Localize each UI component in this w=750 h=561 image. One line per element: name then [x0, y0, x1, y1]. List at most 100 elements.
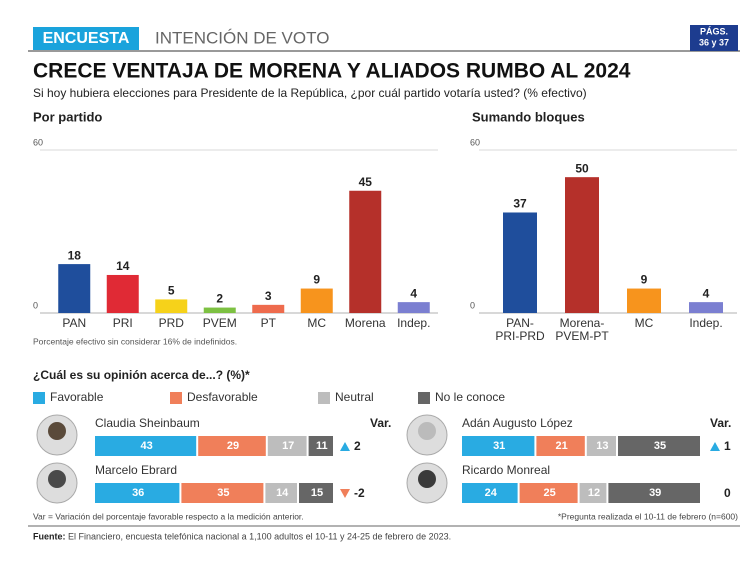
value-label: 17 — [282, 440, 294, 452]
pages-label: PÁGS. — [700, 26, 728, 36]
value-label: 50 — [575, 161, 589, 175]
bar-segment — [198, 436, 266, 456]
bar-segment — [308, 436, 333, 456]
x-tick-label: PAN — [62, 316, 87, 330]
var-value: 1 — [724, 439, 731, 453]
bar-segment — [462, 436, 535, 456]
var-icon — [710, 442, 720, 451]
section: INTENCIÓN DE VOTO — [155, 28, 329, 47]
bar-segment — [586, 436, 616, 456]
var-value: -2 — [354, 486, 365, 500]
value-label: 35 — [654, 440, 666, 452]
value-label: 37 — [513, 197, 527, 211]
bar — [155, 299, 188, 313]
bar-segment — [462, 483, 518, 503]
chart-title: Sumando bloques — [472, 109, 585, 124]
value-label: 12 — [588, 487, 600, 499]
person-name: Claudia Sheinbaum — [95, 416, 200, 430]
x-tick-label: PAN- PRI-PRD — [495, 316, 545, 343]
bar-segment — [95, 436, 197, 456]
value-label: 9 — [641, 273, 648, 287]
bar-segment — [267, 436, 307, 456]
bar — [203, 307, 236, 313]
bar — [349, 190, 382, 313]
bar-segment — [618, 436, 700, 456]
value-label: 4 — [703, 286, 710, 300]
var-title: Var. — [370, 416, 391, 430]
value-label: 18 — [68, 248, 82, 262]
var-icon — [340, 489, 350, 498]
value-label: 43 — [140, 440, 152, 452]
bar-segment — [265, 483, 297, 503]
bar — [627, 288, 661, 313]
var-icon — [340, 442, 350, 451]
source: El Financiero, encuesta telefónica nacio… — [68, 531, 451, 541]
legend-swatch — [318, 392, 330, 404]
value-label: 24 — [485, 487, 498, 499]
legend-label: Favorable — [50, 390, 104, 404]
title: CRECE VENTAJA DE MORENA Y ALIADOS RUMBO … — [33, 60, 631, 83]
value-label: 4 — [410, 286, 417, 300]
value-label: 14 — [276, 487, 289, 499]
bar-segment — [519, 483, 578, 503]
bar-segment — [608, 483, 700, 503]
value-label: 15 — [311, 487, 323, 499]
x-tick-label: Indep. — [689, 316, 723, 330]
chart-title: ¿Cuál es su opinión acerca de...? (%)* — [33, 368, 250, 382]
person-name: Ricardo Monreal — [462, 463, 550, 477]
legend-swatch — [33, 392, 45, 404]
chart-title: Por partido — [33, 109, 102, 124]
person-name: Adán Augusto López — [462, 416, 573, 430]
x-tick-label: Morena — [344, 316, 386, 330]
y-tick-label: 0 — [33, 300, 38, 310]
tag-box — [33, 27, 139, 50]
value-label: 9 — [313, 273, 320, 287]
y-tick-label: 60 — [33, 137, 43, 147]
bar-segment — [299, 483, 333, 503]
value-label: 25 — [543, 487, 555, 499]
legend-swatch — [170, 392, 182, 404]
value-label: 13 — [596, 440, 608, 452]
value-label: 36 — [132, 487, 144, 499]
bar — [300, 288, 333, 313]
note: Var = Variación del porcentaje favorable… — [33, 511, 304, 521]
y-tick-label: 60 — [470, 137, 480, 147]
value-label: 45 — [359, 175, 373, 189]
source-label: Fuente: — [33, 531, 66, 541]
note: *Pregunta realizada el 10-11 de febrero … — [558, 511, 738, 521]
bar — [565, 177, 599, 313]
var-title: Var. — [710, 416, 731, 430]
value-label: 2 — [216, 292, 223, 306]
x-tick-label: PT — [260, 316, 276, 330]
value-label: 21 — [555, 440, 567, 452]
bar — [252, 304, 285, 313]
note: Porcentaje efectivo sin considerar 16% d… — [33, 336, 237, 346]
bar — [503, 212, 537, 313]
legend-label: Neutral — [335, 390, 374, 404]
value-label: 5 — [168, 284, 175, 298]
bar-segment — [95, 483, 180, 503]
legend-label: Desfavorable — [187, 390, 258, 404]
bar-segment — [181, 483, 264, 503]
x-tick-label: Morena- PVEM-PT — [555, 316, 609, 343]
value-label: 29 — [227, 440, 239, 452]
pages-box — [690, 25, 738, 51]
bar — [106, 274, 139, 313]
bar — [397, 302, 430, 313]
var-value: 2 — [354, 439, 361, 453]
x-tick-label: Indep. — [397, 316, 431, 330]
y-tick-label: 0 — [470, 300, 475, 310]
value-label: 11 — [316, 440, 328, 452]
legend-label: No le conoce — [435, 390, 505, 404]
person-name: Marcelo Ebrard — [95, 463, 177, 477]
bar-segment — [579, 483, 607, 503]
pages: 36 y 37 — [699, 37, 729, 47]
bar — [58, 264, 91, 313]
x-tick-label: PVEM — [202, 316, 237, 330]
value-label: 14 — [116, 259, 130, 273]
bar — [689, 302, 723, 313]
var-value: 0 — [724, 486, 731, 500]
subtitle: Si hoy hubiera elecciones para President… — [33, 86, 587, 100]
x-tick-label: PRI — [112, 316, 133, 330]
